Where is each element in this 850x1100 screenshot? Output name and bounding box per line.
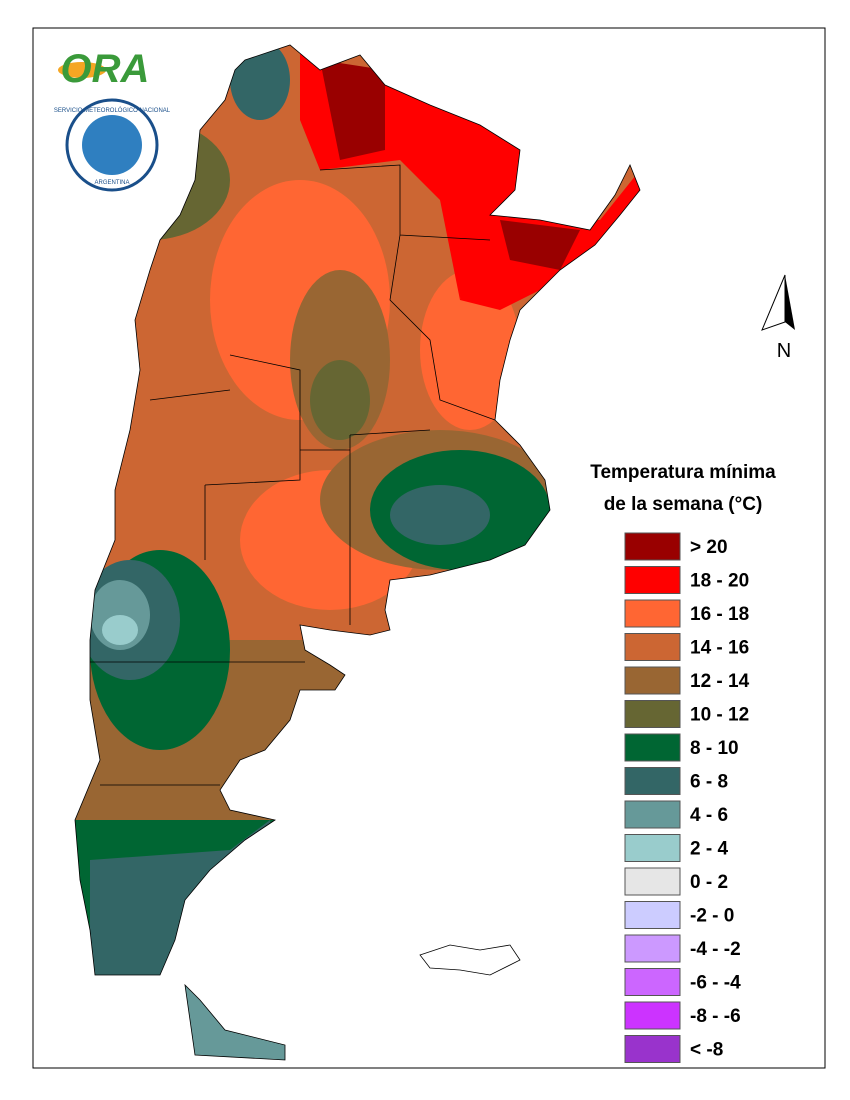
north-label: N	[777, 340, 791, 362]
legend-label: -4 - -2	[690, 939, 741, 960]
legend-swatch	[624, 800, 681, 829]
north-arrow: N	[761, 274, 795, 362]
legend-label: 14 - 16	[690, 638, 749, 659]
legend-label: -2 - 0	[690, 906, 734, 927]
legend-label: 8 - 10	[690, 738, 739, 759]
legend-swatch	[624, 532, 681, 561]
legend-label: 6 - 8	[690, 772, 728, 793]
legend: Temperatura mínima de la semana (°C) > 2…	[590, 462, 776, 1063]
legend-label: > 20	[690, 537, 728, 558]
legend-label: -6 - -4	[690, 973, 741, 994]
legend-swatch	[624, 633, 681, 661]
legend-label: 16 - 18	[690, 604, 749, 625]
legend-label: 10 - 12	[690, 705, 749, 726]
legend-label: 12 - 14	[690, 671, 750, 692]
legend-label: 18 - 20	[690, 571, 749, 592]
legend-swatch	[624, 666, 681, 695]
legend-label: -8 - -6	[690, 1006, 741, 1027]
legend-swatch	[624, 1035, 681, 1063]
legend-label: 4 - 6	[690, 805, 728, 826]
legend-swatch	[624, 934, 681, 963]
logo: ORA SERVICIO METEOROLÓGICO NACIONAL ARGE…	[54, 47, 171, 192]
legend-swatch	[624, 968, 681, 996]
logo-text: ORA	[61, 47, 150, 91]
legend-swatch	[624, 700, 681, 728]
legend-swatch	[624, 767, 681, 795]
legend-swatch	[624, 599, 681, 628]
legend-swatch	[624, 834, 681, 862]
legend-title: Temperatura mínima	[590, 462, 776, 483]
legend-label: 0 - 2	[690, 872, 728, 893]
borders	[74, 44, 641, 1061]
seal-text: ARGENTINA	[94, 180, 129, 186]
seal-text: SERVICIO METEOROLÓGICO NACIONAL	[54, 107, 171, 114]
legend-swatch	[624, 733, 681, 762]
legend-label: 2 - 4	[690, 839, 728, 860]
legend-swatch	[624, 1001, 681, 1030]
legend-swatch	[624, 867, 681, 896]
legend-title: de la semana (°C)	[604, 494, 763, 515]
legend-swatch	[624, 566, 681, 594]
legend-swatch	[624, 901, 681, 929]
legend-label: < -8	[690, 1040, 723, 1061]
